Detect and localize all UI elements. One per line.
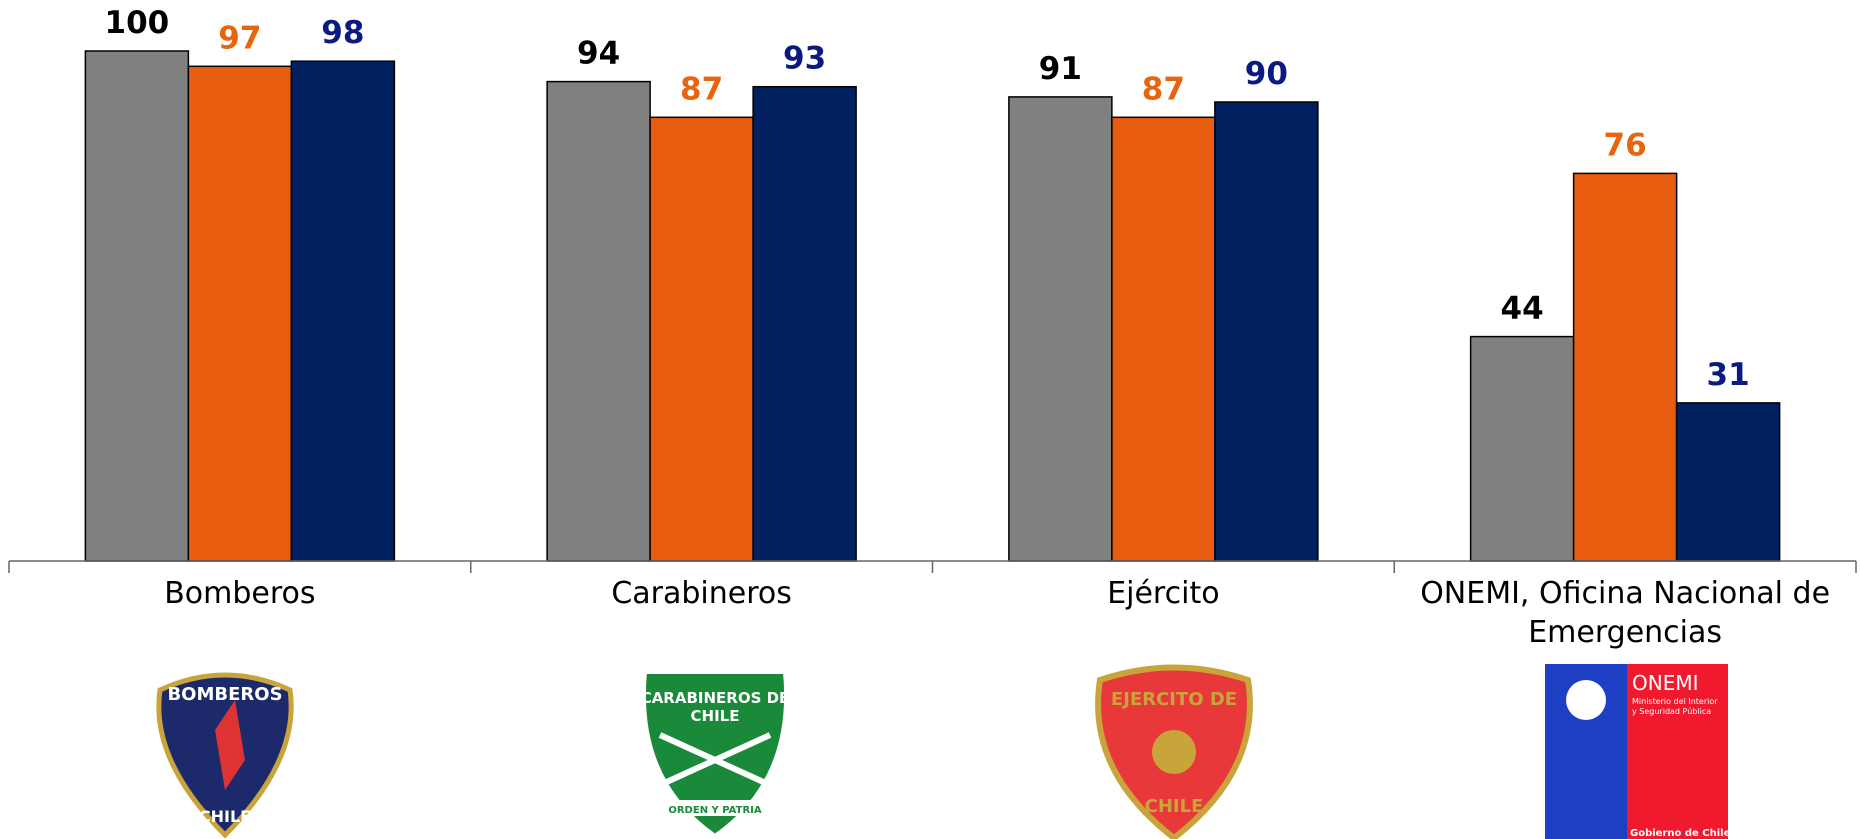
value-label: 76 bbox=[1604, 127, 1647, 163]
value-label: 31 bbox=[1707, 357, 1750, 393]
bar bbox=[187, 65, 293, 562]
logo-text: EJERCITO DE bbox=[1111, 689, 1237, 710]
logo-text: Gobierno de Chile bbox=[1630, 828, 1731, 839]
value-label: 93 bbox=[783, 41, 826, 77]
bar bbox=[1008, 96, 1113, 562]
logo-text: Ministerio del Interior bbox=[1632, 697, 1718, 706]
x-tick-label: Bomberos bbox=[164, 576, 316, 611]
bar bbox=[1111, 116, 1216, 562]
logo-text: CHILE bbox=[1145, 796, 1204, 817]
bar bbox=[546, 80, 651, 562]
logo-shape bbox=[641, 670, 789, 839]
value-label: 87 bbox=[680, 71, 723, 107]
logo-text: CHILE bbox=[199, 807, 251, 826]
value-label: 100 bbox=[105, 5, 170, 41]
value-label: 94 bbox=[577, 36, 620, 72]
bar bbox=[649, 116, 754, 562]
x-tick-label: Ejército bbox=[1107, 576, 1220, 611]
logo-text: CARABINEROS DE bbox=[641, 689, 790, 707]
value-label: 44 bbox=[1501, 291, 1544, 327]
logo-text: ONEMI bbox=[1632, 671, 1699, 695]
bar bbox=[752, 85, 857, 562]
x-tick-label: Carabineros bbox=[611, 576, 792, 611]
logo-text: CHILE bbox=[691, 707, 740, 725]
logo-onemi: ONEMI Ministerio del Interior y Segurida… bbox=[1545, 664, 1731, 839]
logo-text: BOMBEROS bbox=[167, 684, 282, 705]
x-tick-label: ONEMI, Oficina Nacional de Emergencias bbox=[1420, 576, 1831, 650]
value-label: 98 bbox=[321, 15, 364, 51]
logo-shape bbox=[658, 732, 772, 788]
logo-ejercito: EJERCITO DE CHILE bbox=[1095, 664, 1253, 839]
bar bbox=[84, 50, 190, 562]
bar bbox=[1214, 101, 1319, 562]
bar bbox=[1469, 335, 1575, 562]
logo-text: y Seguridad Pública bbox=[1632, 707, 1711, 716]
logo-bomberos: BOMBEROS CHILE bbox=[156, 672, 294, 839]
bar bbox=[290, 60, 396, 562]
logo-shape bbox=[1152, 730, 1196, 774]
logo-shape bbox=[1566, 680, 1606, 720]
logo-carabineros: CARABINEROS DE CHILE ORDEN Y PATRIA bbox=[641, 670, 790, 839]
logo-shape bbox=[670, 800, 760, 816]
value-label: 90 bbox=[1245, 56, 1288, 92]
bar bbox=[1675, 402, 1781, 562]
value-label: 87 bbox=[1142, 71, 1185, 107]
logo-shape bbox=[215, 700, 245, 790]
value-label: 91 bbox=[1039, 51, 1082, 87]
value-label: 97 bbox=[218, 20, 261, 56]
logo-text: ORDEN Y PATRIA bbox=[668, 805, 762, 816]
bar bbox=[1572, 172, 1678, 562]
logo-shape bbox=[1627, 664, 1728, 839]
